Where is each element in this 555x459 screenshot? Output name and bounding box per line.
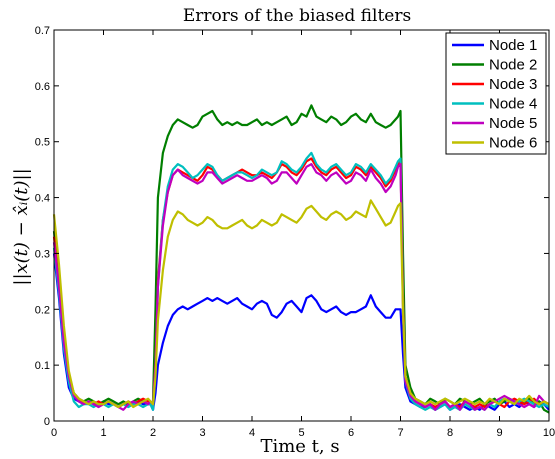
series-layer: [52, 104, 550, 414]
legend-label-6: Node 6: [489, 135, 537, 152]
x-tick-label: 5: [298, 427, 304, 439]
x-tick-label: 0: [51, 427, 57, 439]
legend-label-1: Node 1: [489, 37, 537, 54]
x-tick-label: 10: [543, 427, 555, 439]
chart-title: Errors of the biased filters: [183, 6, 411, 26]
y-tick-label: 0.1: [35, 360, 50, 372]
y-tick-label: 0.5: [35, 137, 50, 149]
y-tick-label: 0.6: [35, 81, 50, 93]
y-tick-label: 0.3: [35, 248, 50, 260]
y-axis-label: ||x(t) − x̂ᵢ(t)||: [11, 168, 32, 285]
ticks-layer: 0 1 2 3 4 5 6 7 8 9 10 0 0.1 0.2 0.3 0.4 0.5 0.6 0.7: [35, 25, 555, 439]
y-tick-label: 0: [44, 416, 50, 428]
y-tick-label: 0.2: [35, 304, 50, 316]
legend-label-2: Node 2: [489, 57, 537, 74]
x-tick-label: 2: [150, 427, 156, 439]
legend-label-5: Node 5: [489, 115, 537, 132]
x-tick-label: 1: [100, 427, 106, 439]
legend-box: [445, 32, 547, 155]
legend: Node 1 Node 2 Node 3 Node 4 Node 5 Node 6: [445, 32, 547, 155]
x-tick-label: 8: [447, 427, 453, 439]
legend-label-3: Node 3: [489, 76, 537, 93]
y-tick-label: 0.7: [35, 25, 50, 37]
y-tick-label: 0.4: [35, 193, 50, 205]
x-tick-label: 6: [348, 427, 354, 439]
series-line-6: [52, 199, 550, 409]
legend-label-4: Node 4: [489, 96, 537, 113]
x-tick-label: 7: [397, 427, 403, 439]
x-axis-label: Time t, s: [260, 436, 339, 457]
x-tick-label: 9: [496, 427, 502, 439]
x-tick-label: 4: [249, 427, 255, 439]
x-tick-label: 3: [199, 427, 205, 439]
